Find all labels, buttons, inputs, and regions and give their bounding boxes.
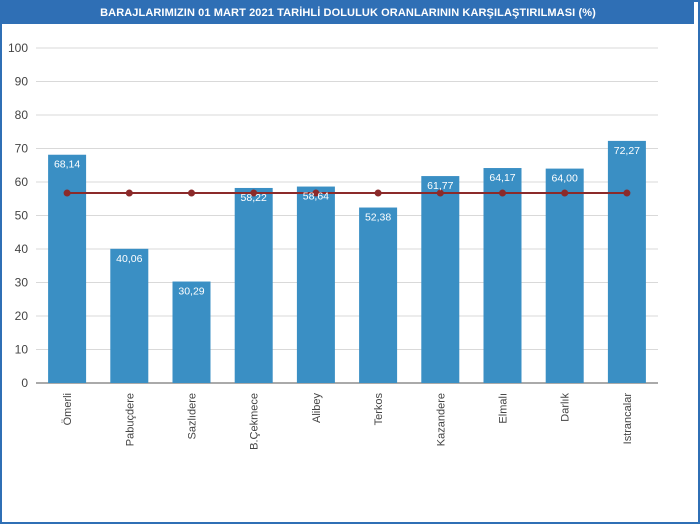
y-tick-label: 0 [21, 376, 28, 390]
bar-value-label: 72,27 [614, 145, 640, 157]
bar [110, 248, 149, 383]
chart-title: BARAJLARIMIZIN 01 MART 2021 TARİHLİ DOLU… [2, 2, 694, 24]
reference-point [623, 189, 631, 197]
bar-value-label: 30,29 [178, 286, 204, 298]
y-tick-label: 80 [15, 108, 29, 122]
y-tick-label: 60 [15, 175, 29, 189]
bar-value-label: 68,14 [54, 159, 80, 171]
x-tick-label: Ömerli [62, 393, 74, 425]
bars [48, 140, 646, 383]
y-axis-ticks: 0 10 20 30 40 50 60 70 80 90 100 [8, 41, 28, 390]
reference-point [63, 189, 71, 197]
bar [359, 207, 398, 383]
reference-point [561, 189, 569, 197]
value-labels: 68,14 40,06 30,29 58,22 58,64 52,38 61,77 64,17… [54, 145, 640, 298]
x-tick-label: Terkos [373, 393, 385, 426]
x-tick-label: B.Çekmece [249, 393, 261, 450]
reference-point [312, 189, 320, 197]
y-tick-label: 10 [15, 343, 29, 357]
reference-point [374, 189, 382, 197]
y-tick-label: 30 [15, 276, 29, 290]
y-tick-label: 70 [15, 142, 29, 156]
bar [483, 168, 522, 383]
x-tick-label: Sazlıdere [187, 393, 199, 439]
reference-point [250, 189, 258, 197]
bar-value-label: 58,22 [241, 192, 267, 204]
bar-value-label: 61,77 [427, 180, 453, 192]
x-tick-label: Elmalı [498, 393, 510, 424]
bar [607, 140, 646, 383]
bar-value-label: 58,64 [303, 191, 329, 203]
reference-point [125, 189, 133, 197]
x-tick-label: Kazandere [435, 393, 447, 446]
bar-value-label: 64,17 [489, 172, 515, 184]
bar-value-label: 52,38 [365, 212, 391, 224]
y-tick-label: 20 [15, 309, 29, 323]
bar [296, 186, 335, 383]
y-tick-label: 50 [15, 209, 29, 223]
bar [421, 176, 460, 383]
x-axis-ticks: Ömerli Pabuçdere Sazlıdere B.Çekmece Alibey T… [62, 393, 634, 450]
x-tick-label: Darlık [560, 393, 572, 422]
y-tick-label: 90 [15, 75, 29, 89]
y-tick-label: 100 [8, 41, 28, 55]
bar [172, 281, 211, 383]
bar-value-label: 64,00 [552, 173, 578, 185]
x-tick-label: Pabuçdere [124, 393, 136, 446]
bar [48, 154, 87, 383]
y-tick-label: 40 [15, 242, 29, 256]
reference-point [499, 189, 506, 197]
x-tick-label: Istrancalar [622, 393, 634, 445]
x-tick-label: Alibey [311, 393, 323, 423]
bar [234, 187, 273, 383]
bar-value-label: 40,06 [116, 253, 142, 265]
reference-point [188, 189, 195, 197]
reference-point [436, 189, 444, 197]
bar [545, 168, 584, 383]
reference-line [63, 189, 631, 197]
